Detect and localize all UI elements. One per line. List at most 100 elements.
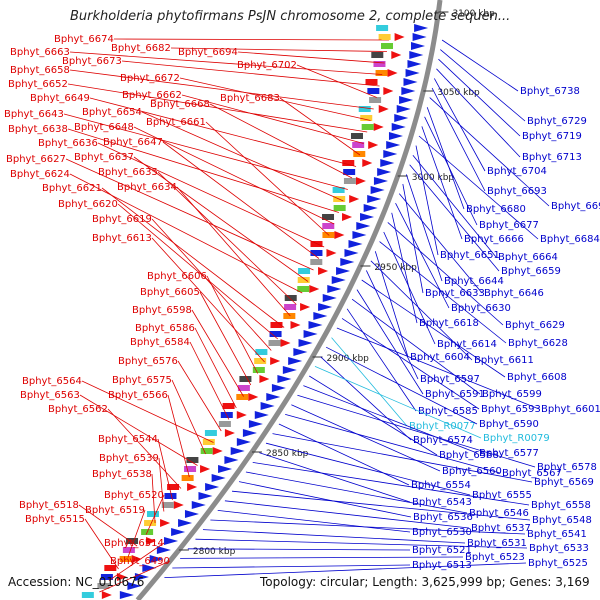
gene-block <box>254 358 267 364</box>
reverse-gene <box>277 375 292 383</box>
gene-block <box>161 502 174 508</box>
reverse-gene <box>399 96 414 104</box>
left-leader-line <box>237 51 385 64</box>
left-leader-line <box>63 113 348 190</box>
right-gene-label: Bphyt_6590 <box>479 419 539 430</box>
gene-block <box>367 88 380 94</box>
gene-block <box>186 457 199 463</box>
reverse-gene <box>336 267 351 275</box>
gene-block <box>310 250 323 256</box>
right-leader-line <box>164 562 527 578</box>
forward-gene <box>373 123 384 131</box>
reverse-gene <box>119 591 134 599</box>
right-leader-line <box>202 529 466 544</box>
gene-block <box>222 403 235 409</box>
gene-block <box>81 592 94 598</box>
left-gene-label: Bphyt_6647 <box>103 137 163 148</box>
reverse-gene <box>367 195 382 203</box>
left-gene-label: Bphyt_6621 <box>42 183 102 194</box>
reverse-gene <box>327 285 342 293</box>
right-leader-line <box>374 251 409 358</box>
left-leader-line <box>107 408 182 489</box>
right-gene-label: Bphyt_6646 <box>484 288 544 299</box>
right-gene-label: Bphyt_6536 <box>413 512 473 523</box>
gene-block <box>164 493 177 499</box>
left-gene-label: Bphyt_6658 <box>10 65 70 76</box>
right-gene-label: Bphyt_6704 <box>487 166 547 177</box>
gene-block <box>310 259 323 265</box>
right-leader-line <box>424 116 478 226</box>
right-gene-label: Bphyt_6521 <box>412 545 472 556</box>
right-gene-label: Bphyt_6629 <box>505 320 565 331</box>
left-gene-label: Bphyt_6566 <box>108 390 168 401</box>
forward-gene <box>394 33 405 41</box>
right-gene-label: Bphyt_6531 <box>467 538 527 549</box>
forward-gene <box>131 555 142 563</box>
right-gene-label: Bphyt_6560 <box>442 466 502 477</box>
forward-gene <box>248 393 259 401</box>
right-gene-label: Bphyt_6530 <box>412 527 472 538</box>
gene-block <box>381 43 394 49</box>
gene-block <box>353 151 366 157</box>
left-gene-label: Bphyt_6668 <box>150 99 210 110</box>
right-leader-line <box>314 366 482 439</box>
right-gene-label: Bphyt_6628 <box>508 338 568 349</box>
reverse-gene <box>171 528 186 536</box>
gene-block <box>270 322 283 328</box>
left-leader-line <box>108 542 165 581</box>
left-gene-label: Bphyt_6586 <box>135 323 195 334</box>
right-gene-label: Bphyt_6568 <box>439 450 499 461</box>
right-leader-line <box>259 452 411 503</box>
map-title: Burkholderia phytofirmans PsJN chromosom… <box>70 9 511 24</box>
left-leader-line <box>133 126 335 225</box>
right-gene-label: Bphyt_6666 <box>464 234 524 245</box>
left-gene-label: Bphyt_6562 <box>48 404 108 415</box>
gene-block <box>236 394 249 400</box>
gene-block <box>310 241 323 247</box>
left-leader-line <box>133 156 309 282</box>
gene-block <box>255 349 268 355</box>
right-leader-line <box>438 58 521 137</box>
reverse-gene <box>198 492 213 500</box>
rna-gene-label: Bphyt_R0079 <box>483 433 550 444</box>
forward-gene <box>101 591 112 599</box>
right-leader-line <box>346 308 417 412</box>
left-gene-label: Bphyt_6638 <box>8 124 68 135</box>
right-leader-line <box>436 68 521 158</box>
reverse-gene <box>403 78 418 86</box>
right-leader-line <box>365 270 419 380</box>
reverse-gene <box>344 249 359 257</box>
left-gene-label: Bphyt_6519 <box>85 505 145 516</box>
left-leader-line <box>89 97 357 167</box>
left-gene-label: Bphyt_6702 <box>237 60 297 71</box>
gene-block <box>202 439 215 445</box>
left-gene-label: Bphyt_6634 <box>117 182 177 193</box>
reverse-gene <box>288 357 303 365</box>
right-leader-line <box>187 548 411 551</box>
gene-block <box>360 115 373 121</box>
reverse-gene <box>373 177 388 185</box>
reverse-gene <box>388 132 403 140</box>
reverse-gene <box>236 438 251 446</box>
right-leader-line <box>297 394 536 468</box>
gene-block <box>297 277 310 283</box>
forward-gene <box>146 537 157 545</box>
forward-gene <box>387 69 398 77</box>
reverse-gene <box>224 456 239 464</box>
scale-label: 3050 kbp <box>437 88 480 98</box>
forward-gene <box>270 357 281 365</box>
left-gene-label: Bphyt_6620 <box>58 199 118 210</box>
reverse-gene <box>380 159 395 167</box>
right-leader-line <box>421 126 463 240</box>
gene-block <box>284 295 297 301</box>
left-leader-line <box>67 128 339 213</box>
forward-gene <box>362 159 373 167</box>
left-leader-line <box>157 438 173 501</box>
reverse-gene <box>127 582 142 590</box>
left-leader-line <box>151 237 265 363</box>
left-gene-label: Bphyt_6575 <box>112 375 172 386</box>
right-leader-line <box>245 471 468 514</box>
reverse-gene <box>191 501 206 509</box>
